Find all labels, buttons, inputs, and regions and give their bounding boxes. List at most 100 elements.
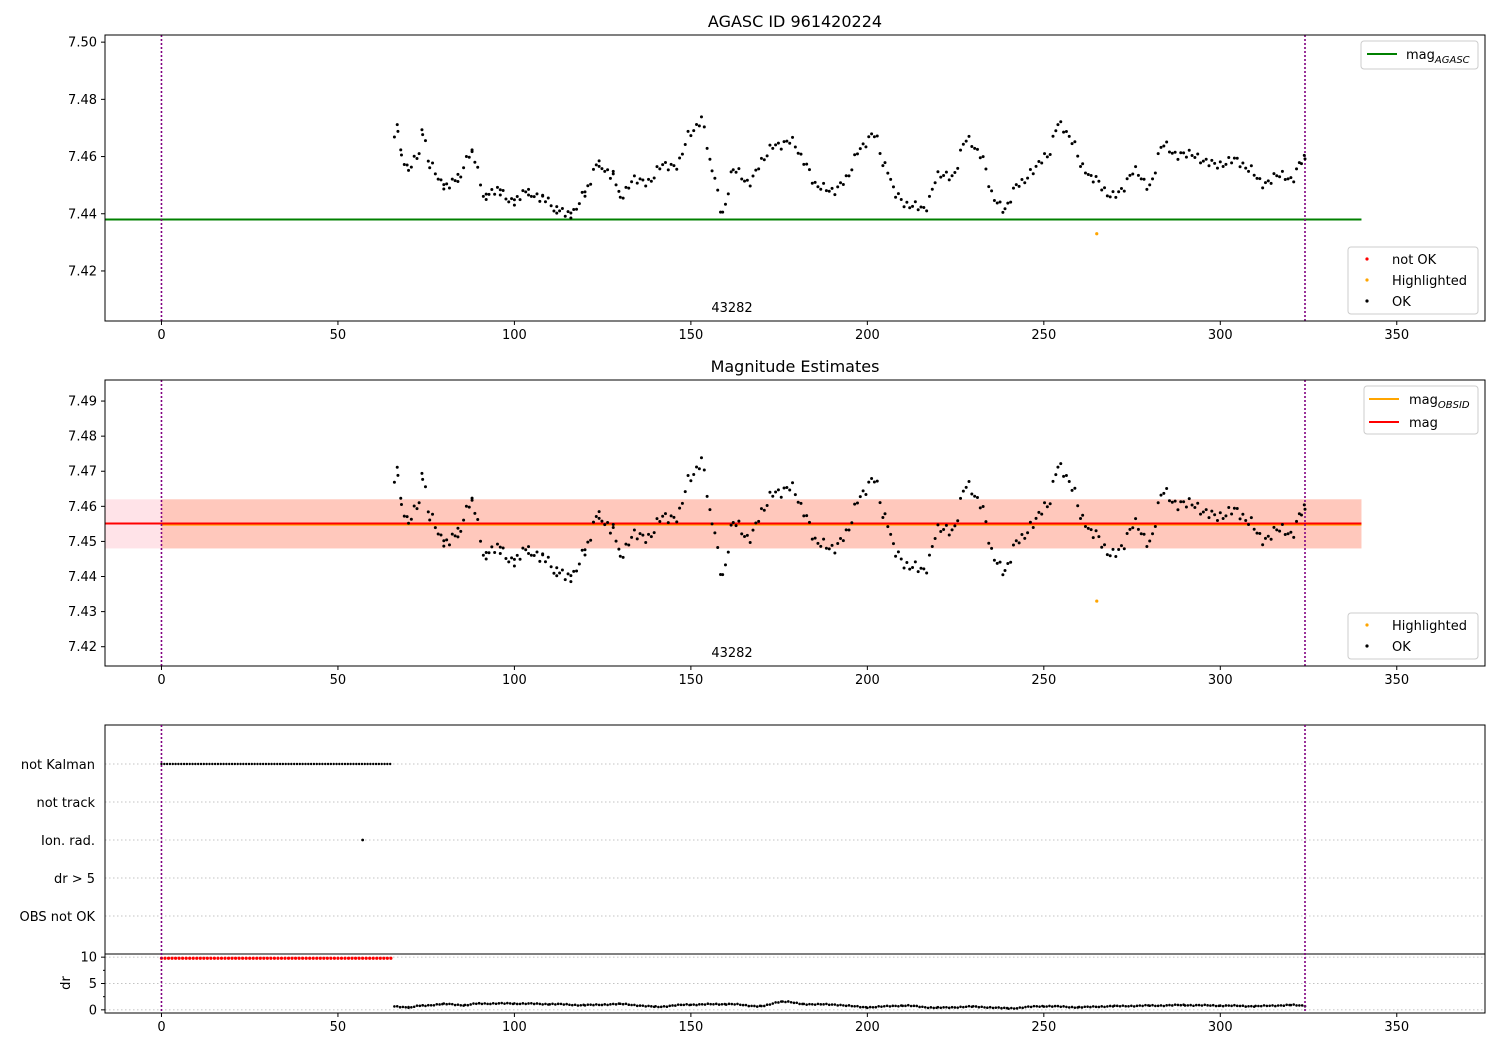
ok-point (583, 194, 587, 198)
ok-point (555, 205, 559, 209)
ok-point (1119, 544, 1123, 548)
ok-point (1255, 176, 1259, 180)
ok-point (1080, 1006, 1084, 1009)
ok-point (665, 1005, 669, 1009)
ok-point (675, 520, 679, 524)
ok-point (1076, 154, 1080, 158)
ok-point (874, 1005, 878, 1009)
ok-point (569, 216, 573, 220)
flag-point (349, 762, 352, 766)
ok-point (950, 174, 954, 178)
ok-point (782, 140, 786, 144)
ok-point (1209, 1004, 1212, 1007)
ok-point (853, 502, 857, 506)
flag-point (332, 762, 335, 766)
ok-point (896, 192, 900, 196)
ok-point (407, 1005, 410, 1009)
ok-point (1247, 1004, 1250, 1008)
ok-point (1122, 189, 1126, 193)
ok-point (990, 546, 994, 550)
ok-point (847, 174, 851, 178)
ok-point (692, 473, 696, 477)
ok-point (765, 1003, 769, 1006)
flag-point (287, 762, 290, 766)
ok-point (1271, 1004, 1274, 1007)
legend-box (1347, 612, 1479, 660)
ok-point (930, 544, 934, 548)
ok-point (830, 543, 834, 547)
ok-point (1165, 1004, 1168, 1007)
ok-point (541, 552, 545, 556)
ok-point (476, 517, 480, 521)
ok-point (1031, 525, 1035, 529)
ok-point (1136, 173, 1140, 177)
ok-point (791, 135, 795, 139)
ok-point (549, 565, 553, 569)
ok-point (1244, 1005, 1248, 1008)
legend-label-not-ok: not OK (1392, 253, 1437, 268)
ok-point (765, 503, 769, 507)
flag-point (213, 762, 217, 766)
ok-point (618, 1002, 622, 1006)
ok-point (1042, 1005, 1046, 1008)
ok-point (1114, 554, 1118, 558)
not-ok-point (195, 956, 199, 960)
ok-point (1235, 156, 1239, 160)
ok-point (606, 1003, 609, 1007)
flag-point (270, 762, 273, 766)
ok-point (663, 512, 667, 516)
flag-point (165, 762, 169, 766)
ok-point (569, 211, 573, 215)
ok-point (560, 568, 564, 572)
ok-point (997, 1006, 1000, 1009)
not-ok-point (191, 956, 195, 960)
x-tick-label: 200 (855, 1020, 880, 1035)
flag-point (239, 762, 242, 766)
ok-point (568, 1003, 571, 1007)
flag-point (216, 762, 220, 766)
ok-point (680, 501, 684, 505)
ok-point (1106, 1005, 1109, 1008)
y-tick-label: 7.42 (68, 640, 97, 655)
ok-point (789, 1000, 793, 1004)
ok-point (1258, 177, 1262, 181)
not-ok-point (255, 956, 259, 960)
x-tick-label: 250 (1031, 673, 1056, 688)
ok-point (819, 187, 823, 191)
ok-point (538, 199, 542, 203)
flag-category-label: Ion. rad. (41, 834, 95, 849)
ok-point (841, 182, 845, 186)
ok-point (953, 524, 957, 528)
ok-point (644, 1005, 648, 1008)
ok-point (1103, 543, 1107, 547)
ok-point (947, 1006, 951, 1010)
ok-point (624, 1002, 628, 1006)
ok-point (1026, 531, 1030, 535)
ok-point (1014, 183, 1018, 187)
ok-point (1136, 527, 1140, 531)
ok-point (560, 206, 564, 210)
x-axis: 0 50 100 150 200 250 300 350 (157, 666, 1409, 688)
ok-point (1073, 140, 1077, 144)
legend-box (1360, 40, 1479, 70)
ok-point (1038, 1005, 1041, 1008)
x-tick-label: 0 (157, 673, 165, 688)
ok-point (1283, 533, 1287, 537)
ok-point (521, 1002, 525, 1005)
ok-point (1183, 1004, 1187, 1007)
ok-point (600, 1003, 604, 1007)
ok-point (1002, 1006, 1006, 1010)
ok-point (942, 1006, 945, 1009)
ok-point (417, 152, 421, 156)
legend-marker-highlighted (1365, 278, 1369, 282)
ok-point (844, 174, 848, 178)
ok-point (1235, 1004, 1239, 1008)
ok-point (953, 170, 957, 174)
ok-point (1000, 1006, 1003, 1010)
ok-point (936, 170, 940, 174)
ok-point (881, 164, 885, 168)
ok-point (836, 542, 840, 546)
y-tick-label: 7.46 (68, 150, 97, 165)
ok-point (467, 155, 471, 159)
ok-point (825, 1002, 828, 1006)
